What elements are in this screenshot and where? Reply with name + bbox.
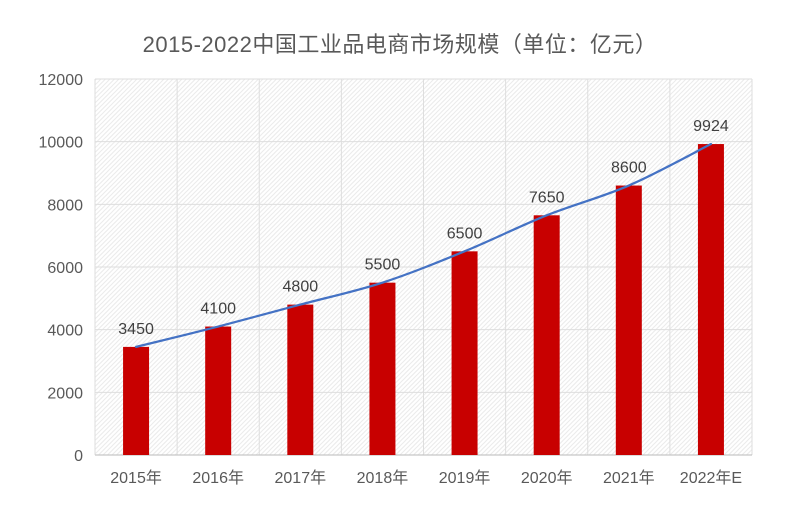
data-label: 4100 (200, 301, 236, 318)
bar-2022年E (697, 144, 724, 455)
bar-2019年 (451, 251, 478, 455)
data-label: 4800 (283, 279, 319, 296)
data-label: 6500 (447, 225, 483, 242)
data-label: 8600 (611, 160, 647, 177)
trend-line (134, 142, 713, 349)
bar-2020年 (533, 215, 560, 455)
data-label: 5500 (365, 257, 401, 274)
data-label: 7650 (529, 189, 565, 206)
bar-2017年 (287, 304, 314, 455)
bar-2018年 (369, 282, 396, 455)
bar-2021年 (615, 185, 642, 456)
y-tick-label: 0 (74, 448, 83, 465)
bar-2016年 (205, 326, 232, 455)
chart-title: 2015-2022中国工业品电商市场规模（单位：亿元） (142, 32, 658, 57)
x-category-label: 2016年 (192, 469, 244, 487)
x-category-label: 2019年 (439, 469, 491, 487)
y-tick-label: 6000 (47, 260, 83, 277)
y-tick-label: 4000 (47, 323, 83, 340)
x-category-label: 2017年 (275, 469, 327, 487)
x-category-label: 2020年 (521, 469, 573, 487)
x-category-label: 2018年 (357, 469, 409, 487)
y-tick-label: 2000 (47, 385, 83, 402)
x-category-label: 2022年E (680, 469, 742, 487)
data-label: 3450 (118, 321, 154, 338)
y-tick-label: 10000 (39, 135, 84, 152)
y-tick-label: 8000 (47, 197, 83, 214)
data-label: 9924 (693, 118, 729, 135)
bar-2015年 (123, 346, 150, 455)
x-category-label: 2021年 (603, 469, 655, 487)
x-category-label: 2015年 (110, 469, 162, 487)
y-tick-label: 12000 (39, 72, 84, 89)
